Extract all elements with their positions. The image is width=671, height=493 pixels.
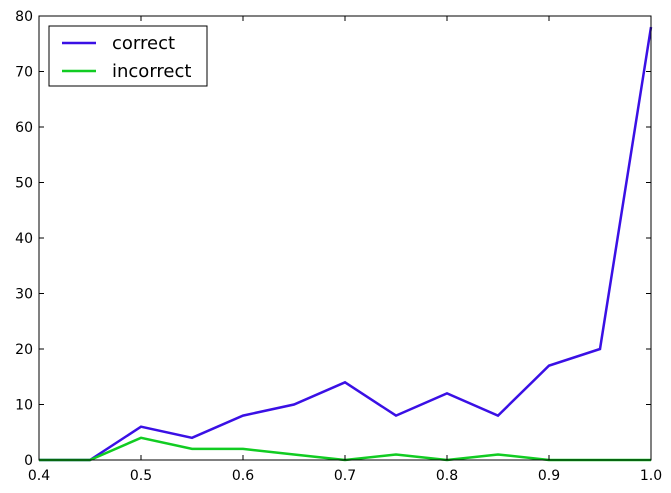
y-tick-label: 60: [15, 120, 33, 136]
x-tick-label: 0.9: [538, 468, 560, 484]
x-tick-label: 0.8: [436, 468, 458, 484]
y-tick-label: 10: [15, 398, 33, 414]
y-tick-label: 80: [15, 9, 33, 25]
y-tick-label: 40: [15, 231, 33, 247]
x-tick-label: 0.5: [130, 468, 152, 484]
ticks-layer: 0.4 0.5 0.6 0.7 0.8 0.9 1.0 0 10 20 30 40 50 60 70 80: [15, 9, 662, 484]
legend-label-correct: correct: [112, 33, 175, 54]
legend: correct incorrect: [48, 25, 208, 87]
plot-background: [39, 16, 651, 460]
x-tick-label: 0.4: [28, 468, 50, 484]
x-tick-label: 1.0: [640, 468, 662, 484]
x-tick-label: 0.7: [334, 468, 356, 484]
legend-box: [48, 25, 208, 87]
y-tick-label: 0: [24, 453, 33, 469]
legend-label-incorrect: incorrect: [112, 61, 191, 82]
series-line-correct: [39, 26, 653, 462]
y-tick-label: 30: [15, 287, 33, 303]
y-tick-label: 50: [15, 176, 33, 192]
x-tick-label: 0.6: [232, 468, 254, 484]
y-tick-label: 70: [15, 65, 33, 81]
y-tick-label: 20: [15, 342, 33, 358]
